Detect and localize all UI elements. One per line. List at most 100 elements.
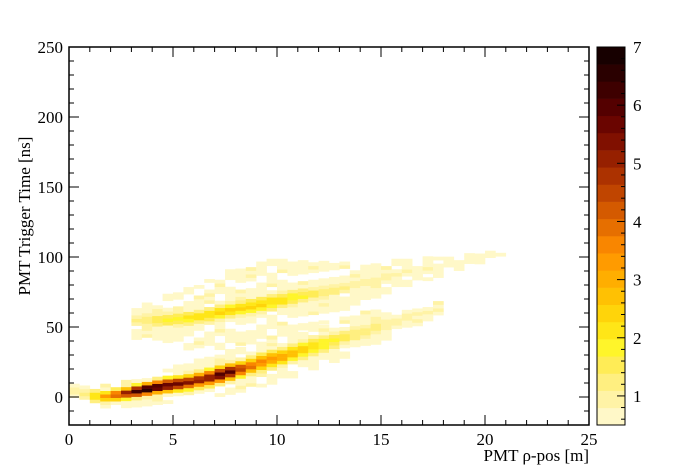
heatmap-cell — [131, 389, 143, 394]
heatmap-cell — [339, 307, 351, 311]
heatmap-cell — [453, 267, 465, 271]
heatmap-cell — [277, 332, 288, 337]
heatmap-cell — [297, 267, 309, 271]
heatmap-cell — [193, 365, 205, 370]
heatmap-cell — [308, 279, 319, 284]
heatmap-cell — [69, 383, 80, 388]
heatmap-cell — [277, 346, 288, 351]
heatmap-cell — [173, 330, 184, 335]
heatmap-cell — [318, 292, 330, 297]
heatmap-cell — [329, 352, 340, 356]
heatmap-cell — [225, 269, 236, 274]
heatmap-cell — [245, 288, 257, 292]
heatmap-cell — [308, 290, 319, 295]
heatmap-cell — [297, 263, 309, 268]
heatmap-cell — [204, 381, 215, 386]
heatmap-cell — [204, 342, 215, 346]
heatmap-cell — [370, 316, 382, 321]
heatmap-cell — [162, 335, 174, 340]
heatmap-cell — [391, 272, 403, 277]
heatmap-cell — [329, 345, 340, 349]
heatmap-cell — [277, 290, 288, 295]
heatmap-cell — [173, 295, 184, 300]
heatmap-cell — [214, 290, 226, 295]
heatmap-cell — [131, 322, 143, 326]
heatmap-cell — [193, 299, 205, 303]
colorbar-swatch — [597, 167, 625, 185]
heatmap-cell — [214, 314, 226, 319]
heatmap-cell — [214, 325, 226, 330]
heatmap-cell — [318, 345, 330, 350]
heatmap-cell — [225, 318, 236, 323]
heatmap-cell — [152, 390, 163, 395]
heatmap-cell — [433, 274, 444, 278]
heatmap-cell — [360, 314, 371, 318]
heatmap-cell — [485, 254, 496, 258]
heatmap-cell — [225, 363, 236, 367]
heatmap-cell — [245, 351, 257, 356]
heatmap-cell — [204, 310, 215, 315]
heatmap-cell — [297, 352, 309, 357]
heatmap-cell — [329, 338, 340, 342]
heatmap-cell — [256, 331, 267, 336]
heatmap-cell — [141, 334, 153, 338]
heatmap-cell — [349, 318, 361, 323]
heatmap-cell — [225, 332, 236, 337]
heatmap-cell — [131, 382, 143, 387]
heatmap-cell — [360, 331, 371, 336]
heatmap-cell — [360, 321, 371, 325]
heatmap-cell — [131, 386, 143, 390]
colorbar-swatch — [597, 321, 625, 340]
heatmap-cell — [204, 289, 215, 294]
heatmap-cell — [412, 308, 423, 313]
heatmap-cell — [141, 392, 153, 396]
heatmap-cell — [214, 279, 226, 284]
heatmap-cell — [225, 311, 236, 316]
x-tick-label: 0 — [65, 430, 74, 449]
heatmap-cell — [412, 266, 423, 270]
heatmap-cell — [287, 353, 299, 358]
heatmap-cell — [287, 289, 299, 294]
heatmap-cell — [287, 339, 299, 344]
heatmap-cell — [173, 374, 184, 379]
heatmap-cell — [235, 388, 247, 393]
heatmap-cell — [370, 323, 382, 328]
heatmap-cell — [433, 267, 444, 271]
colorbar-swatch — [597, 81, 625, 99]
heatmap-cell — [277, 286, 288, 291]
heatmap-cell — [349, 332, 361, 337]
heatmap-cell — [141, 381, 153, 386]
colorbar-swatch — [597, 218, 625, 237]
heatmap-cell — [256, 369, 267, 374]
heatmap-cell — [277, 353, 288, 358]
heatmap-cell — [173, 292, 184, 297]
heatmap-cell — [277, 269, 288, 274]
heatmap-cell — [141, 316, 153, 321]
heatmap-cell — [318, 278, 330, 283]
heatmap-cell — [287, 331, 299, 336]
heatmap-cell — [173, 327, 184, 332]
heatmap-cell — [214, 379, 226, 383]
heatmap-cell — [401, 320, 413, 325]
heatmap-cell — [193, 379, 205, 384]
heatmap-cell — [277, 371, 288, 375]
heatmap-cell — [401, 323, 413, 328]
heatmap-cell — [266, 363, 278, 368]
heatmap-cell — [256, 362, 267, 367]
heatmap-cell — [287, 268, 299, 273]
heatmap-cell — [152, 387, 163, 391]
heatmap-cell — [433, 304, 444, 309]
heatmap-cell — [100, 404, 111, 409]
heatmap-cell — [152, 322, 163, 327]
heatmap-cell — [193, 376, 205, 380]
heatmap-cell — [287, 261, 299, 266]
heatmap-cell — [297, 323, 309, 327]
heatmap-cell — [162, 386, 174, 390]
heatmap-cell — [422, 259, 434, 264]
heatmap-cell — [266, 318, 278, 323]
heatmap-cell — [245, 302, 257, 306]
heatmap-cell — [329, 327, 340, 332]
y-tick-label: 250 — [38, 38, 64, 57]
heatmap-cell — [360, 317, 371, 322]
heatmap-cell — [266, 356, 278, 361]
